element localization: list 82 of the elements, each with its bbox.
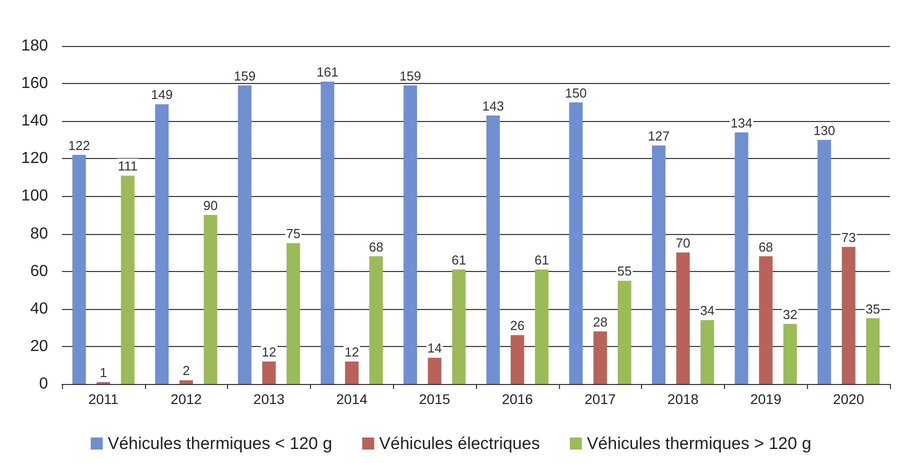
bar xyxy=(155,104,169,384)
data-label: 122 xyxy=(68,138,90,153)
bar xyxy=(593,331,607,384)
data-label: 161 xyxy=(316,64,338,80)
y-tick-label: 60 xyxy=(30,262,48,280)
bar xyxy=(262,361,276,384)
x-tick-label: 2012 xyxy=(170,391,202,407)
bar xyxy=(783,324,797,384)
bar xyxy=(652,146,666,384)
y-tick-label: 140 xyxy=(21,112,48,130)
bar xyxy=(700,320,714,384)
bar xyxy=(120,176,134,384)
data-label: 159 xyxy=(234,68,256,84)
x-tick-label: 2013 xyxy=(253,391,285,407)
bar xyxy=(534,269,548,384)
legend-label: Véhicules électriques xyxy=(379,434,540,453)
x-tick-label: 2018 xyxy=(667,391,699,407)
data-label: 28 xyxy=(592,314,608,330)
y-tick-label: 0 xyxy=(39,376,48,392)
data-label: 32 xyxy=(782,306,798,322)
data-label: 68 xyxy=(368,239,384,254)
y-tick-label: 20 xyxy=(30,338,48,355)
bar xyxy=(286,243,300,384)
data-label: 73 xyxy=(841,230,856,245)
x-tick-label: 2019 xyxy=(750,391,782,407)
bar xyxy=(404,85,418,384)
x-tick-label: 2014 xyxy=(336,391,368,407)
bar xyxy=(345,361,359,384)
bar xyxy=(486,115,500,384)
data-label: 12 xyxy=(344,344,360,360)
bar xyxy=(759,256,773,384)
bar xyxy=(818,140,832,384)
data-label: 149 xyxy=(151,87,173,102)
bar xyxy=(734,132,748,384)
data-label: 127 xyxy=(648,128,670,144)
bar xyxy=(320,82,334,384)
data-label: 75 xyxy=(286,226,301,242)
bar xyxy=(204,215,218,384)
bar xyxy=(866,318,880,384)
data-label: 159 xyxy=(399,68,422,84)
data-label: 26 xyxy=(510,318,525,334)
data-label: 68 xyxy=(758,239,774,254)
data-label: 134 xyxy=(730,115,752,130)
y-tick-label: 180 xyxy=(21,38,48,54)
y-tick-label: 160 xyxy=(21,75,48,92)
bar xyxy=(428,358,442,384)
y-tick-label: 80 xyxy=(30,225,48,242)
data-label: 35 xyxy=(866,301,880,316)
bar xyxy=(676,252,690,384)
data-label: 70 xyxy=(676,236,690,251)
data-label: 61 xyxy=(534,252,549,268)
bar xyxy=(452,269,466,384)
legend-label: Véhicules thermiques < 120 g xyxy=(108,434,332,453)
data-label: 150 xyxy=(565,85,587,100)
bar xyxy=(510,335,524,384)
x-tick-label: 2020 xyxy=(833,391,864,407)
y-tick-label: 40 xyxy=(30,300,48,318)
data-label: 1 xyxy=(100,365,108,380)
bar xyxy=(72,154,86,384)
data-label: 2 xyxy=(182,363,190,378)
data-label: 130 xyxy=(813,122,836,138)
data-label: 55 xyxy=(617,264,632,279)
y-tick-label: 120 xyxy=(21,150,48,168)
data-label: 12 xyxy=(262,344,276,360)
data-label: 14 xyxy=(427,340,442,356)
bar xyxy=(369,256,383,384)
x-tick-label: 2017 xyxy=(584,391,616,407)
bar xyxy=(238,85,252,384)
bar xyxy=(179,380,193,384)
x-tick-label: 2016 xyxy=(502,391,534,407)
data-label: 143 xyxy=(482,98,504,114)
data-label: 111 xyxy=(118,158,138,174)
data-label: 34 xyxy=(700,303,715,318)
bar xyxy=(618,280,632,384)
legend-label: Véhicules thermiques > 120 g xyxy=(586,434,812,453)
data-label: 61 xyxy=(452,252,466,268)
bar xyxy=(569,102,583,384)
bar xyxy=(842,246,856,384)
x-tick-label: 2011 xyxy=(88,391,119,407)
x-tick-label: 2015 xyxy=(419,391,450,407)
y-tick-label: 100 xyxy=(21,188,48,205)
data-label: 90 xyxy=(203,198,218,213)
